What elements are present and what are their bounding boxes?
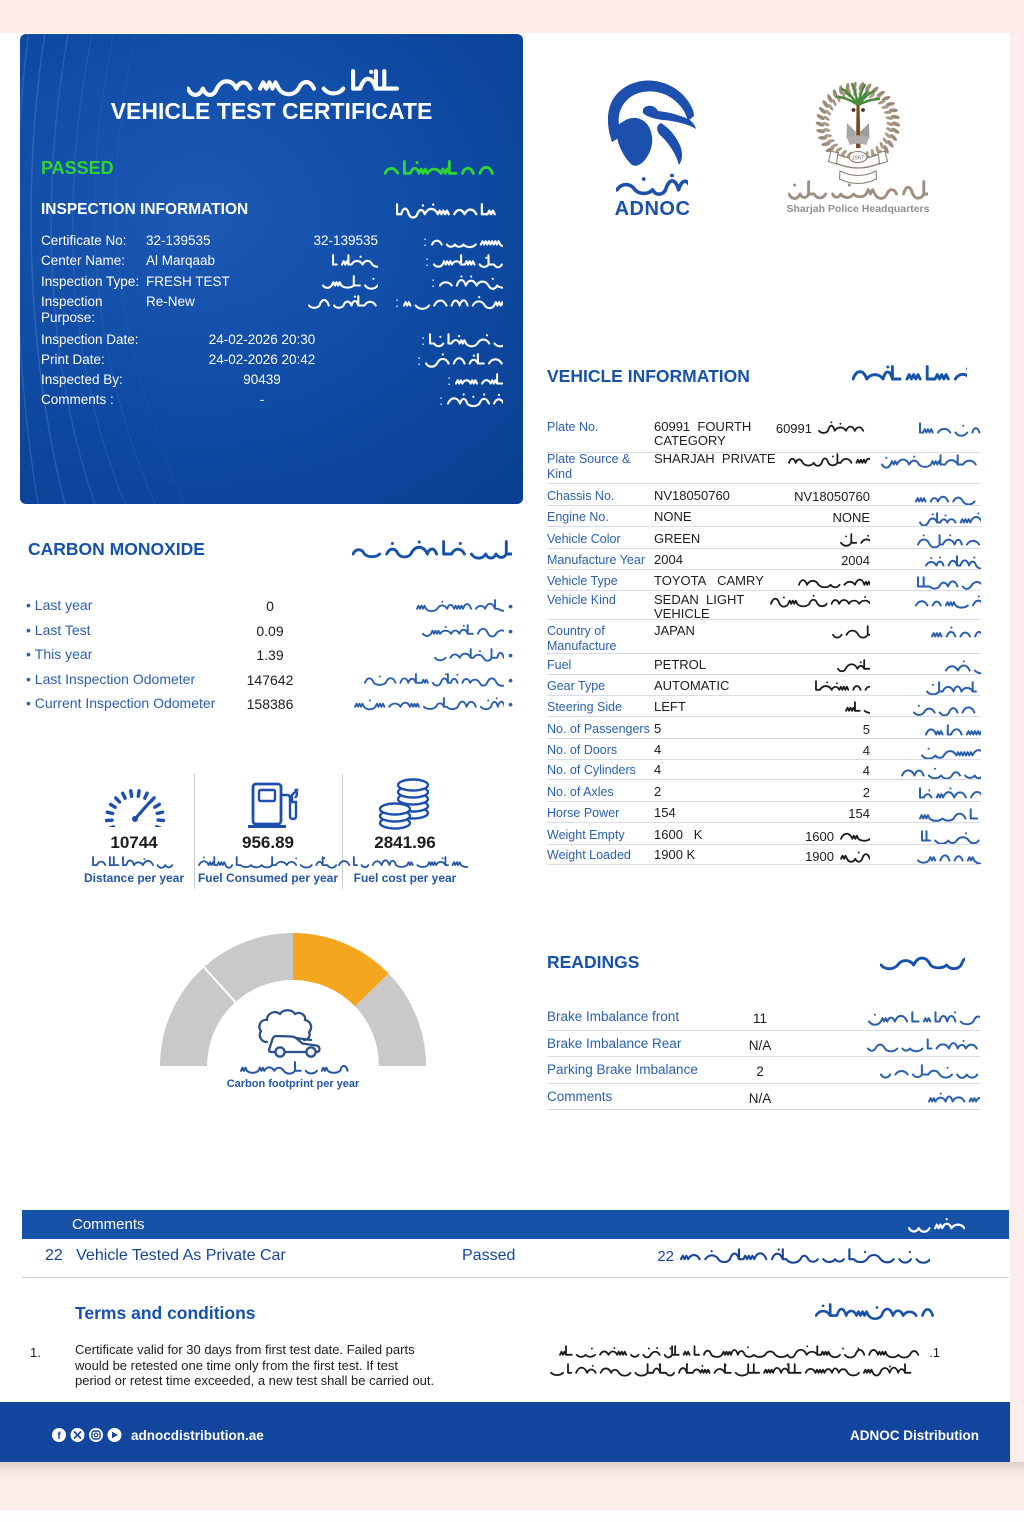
svg-text:1967: 1967 <box>852 156 864 162</box>
svg-text:f: f <box>57 1431 61 1442</box>
